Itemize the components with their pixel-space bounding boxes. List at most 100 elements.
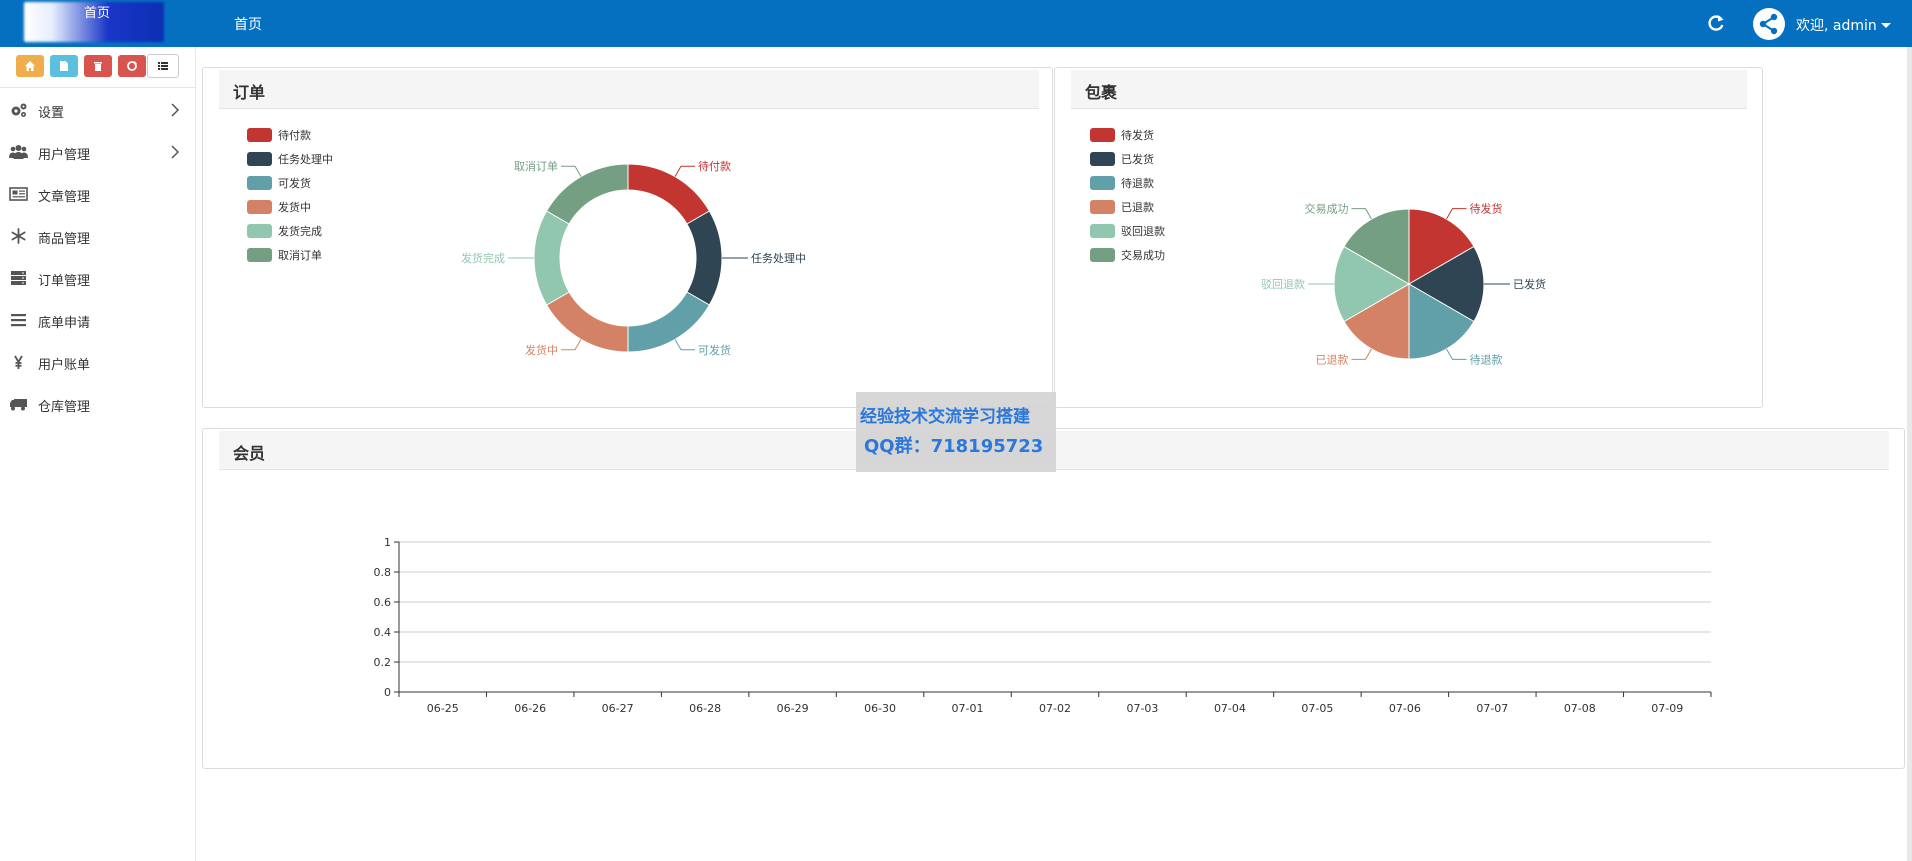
refresh-icon[interactable]: [1706, 13, 1726, 33]
donut-slice-label: 任务处理中: [751, 252, 806, 265]
x-tick-label: 07-05: [1301, 702, 1333, 715]
caret-down-icon: [1880, 23, 1891, 28]
sidebar-item-label: 底单申请: [38, 316, 91, 331]
pie-slice-label: 驳回退款: [1261, 277, 1305, 291]
orders-panel-title: 订单: [233, 83, 266, 102]
server-icon: [11, 271, 26, 285]
pie-slice-label: 待发货: [1470, 202, 1503, 216]
x-tick-label: 07-08: [1564, 702, 1596, 715]
legend-label: 已发货: [1121, 153, 1154, 166]
pie-label-line: [1351, 208, 1372, 220]
donut-slice[interactable]: [545, 291, 629, 353]
pie-slice-label: 交易成功: [1305, 202, 1349, 216]
watermark-line1: 经验技术交流学习搭建: [860, 407, 1030, 427]
snowflake-icon: [11, 228, 26, 244]
member-line-chart: 0 0.2 0.4 0.6 0.8 1 06-25 06-26 06-27 06-28 06-29 0…: [374, 536, 1712, 715]
sidebar-menu: 设置 用户管理 文章管理: [0, 89, 195, 425]
legend-swatch: [1090, 224, 1115, 238]
donut-slice[interactable]: [533, 210, 570, 306]
sidebar-item-order-management[interactable]: 订单管理: [0, 257, 195, 299]
home-button[interactable]: [16, 55, 44, 77]
legend-label: 发货中: [278, 201, 311, 214]
nav-home-link[interactable]: 首页: [234, 17, 262, 33]
donut-slice[interactable]: [686, 210, 723, 306]
pie-slice[interactable]: [1407, 245, 1485, 323]
x-tick-label: 06-26: [514, 702, 546, 715]
legend-swatch: [1090, 248, 1115, 262]
pie-slice[interactable]: [1408, 208, 1475, 285]
legend-label: 任务处理中: [278, 153, 333, 166]
x-tick-label: 07-03: [1126, 702, 1158, 715]
pie-label-line: [1446, 348, 1467, 360]
orders-panel: 订单 待付款 任务处理中 可发货 发货中 发货完成 取消订单 待付款 任务处理中可…: [202, 67, 1053, 408]
file-button[interactable]: [50, 55, 78, 77]
y-tick-label: 1: [384, 536, 391, 549]
legend-swatch: [247, 152, 272, 166]
x-tick-label: 07-01: [952, 702, 984, 715]
legend-swatch: [1090, 200, 1115, 214]
sidebar-item-label: 商品管理: [38, 232, 91, 247]
sidebar-item-warehouse-management[interactable]: 仓库管理: [0, 383, 195, 425]
legend-label: 驳回退款: [1121, 225, 1165, 238]
donut-label-line: [561, 339, 582, 351]
donut-slice-label: 发货完成: [461, 251, 505, 265]
logo[interactable]: [24, 2, 164, 42]
y-tick-label: 0.8: [374, 566, 392, 579]
trash-icon: [94, 62, 102, 71]
legend-label: 已退款: [1121, 201, 1154, 214]
donut-slice-label: 取消订单: [514, 159, 558, 173]
list-button[interactable]: [147, 54, 179, 78]
watermark-overlay: 经验技术交流学习搭建 QQ群：718195723: [856, 392, 1056, 472]
user-menu-toggle[interactable]: 欢迎, admin: [1796, 15, 1891, 35]
sidebar-item-settings[interactable]: 设置: [0, 89, 195, 131]
pie-label-line: [1351, 348, 1372, 360]
trash-button[interactable]: [84, 55, 112, 77]
x-tick-label: 06-27: [602, 702, 634, 715]
x-tick-label: 07-09: [1651, 702, 1683, 715]
legend-label: 待发货: [1121, 129, 1154, 142]
page-scrollbar[interactable]: [1907, 47, 1912, 861]
users-icon: [9, 145, 28, 159]
sidebar-item-article-management[interactable]: 文章管理: [0, 173, 195, 215]
sidebar-item-label: 用户管理: [38, 148, 91, 163]
legend-label: 待付款: [278, 129, 311, 142]
sidebar-item-user-management[interactable]: 用户管理: [0, 131, 195, 173]
legend-label: 可发货: [278, 177, 311, 190]
legend-swatch: [247, 224, 272, 238]
pie-slice[interactable]: [1408, 283, 1475, 360]
pie-slice-label: 已退款: [1316, 352, 1349, 366]
x-tick-label: 07-06: [1389, 702, 1421, 715]
recycle-icon: [127, 61, 137, 71]
package-panel-title: 包裹: [1085, 83, 1118, 102]
sidebar-item-user-bill[interactable]: 用户账单: [0, 341, 195, 383]
sidebar-item-label: 文章管理: [38, 190, 91, 205]
pie-slice[interactable]: [1343, 283, 1410, 360]
member-panel-title: 会员: [233, 444, 266, 463]
sidebar-item-label: 设置: [38, 106, 65, 121]
legend-label: 待退款: [1121, 177, 1154, 190]
pie-slice-label: 已发货: [1513, 277, 1546, 291]
y-tick-label: 0: [384, 686, 391, 699]
donut-slice[interactable]: [545, 163, 629, 225]
package-panel-header: 包裹: [1071, 70, 1747, 109]
x-tick-label: 07-04: [1214, 702, 1246, 715]
sidebar-item-bottom-form[interactable]: 底单申请: [0, 299, 195, 341]
sidebar: 设置 用户管理 文章管理: [0, 47, 196, 861]
chevron-right-icon: [171, 145, 180, 159]
chevron-right-icon: [171, 103, 180, 117]
welcome-text: 欢迎, admin: [1796, 18, 1877, 34]
file-icon: [60, 61, 68, 71]
recycle-button[interactable]: [118, 55, 146, 77]
pie-slice[interactable]: [1333, 245, 1411, 323]
legend-swatch: [247, 248, 272, 262]
sidebar-item-product-management[interactable]: 商品管理: [0, 215, 195, 257]
sidebar-item-label: 用户账单: [38, 358, 91, 373]
legend-label: 取消订单: [278, 249, 322, 262]
x-tick-label: 06-28: [689, 702, 721, 715]
share-alt-icon[interactable]: [1753, 8, 1785, 40]
package-panel: 包裹 待发货 已发货 待退款 已退款 驳回退款 交易成功 待发货 已发货 待退款 已退…: [1054, 67, 1763, 408]
pie-slice[interactable]: [1343, 208, 1410, 285]
legend-swatch: [1090, 176, 1115, 190]
donut-slice-label: 待付款: [698, 159, 731, 173]
x-tick-label: 06-30: [864, 702, 896, 715]
